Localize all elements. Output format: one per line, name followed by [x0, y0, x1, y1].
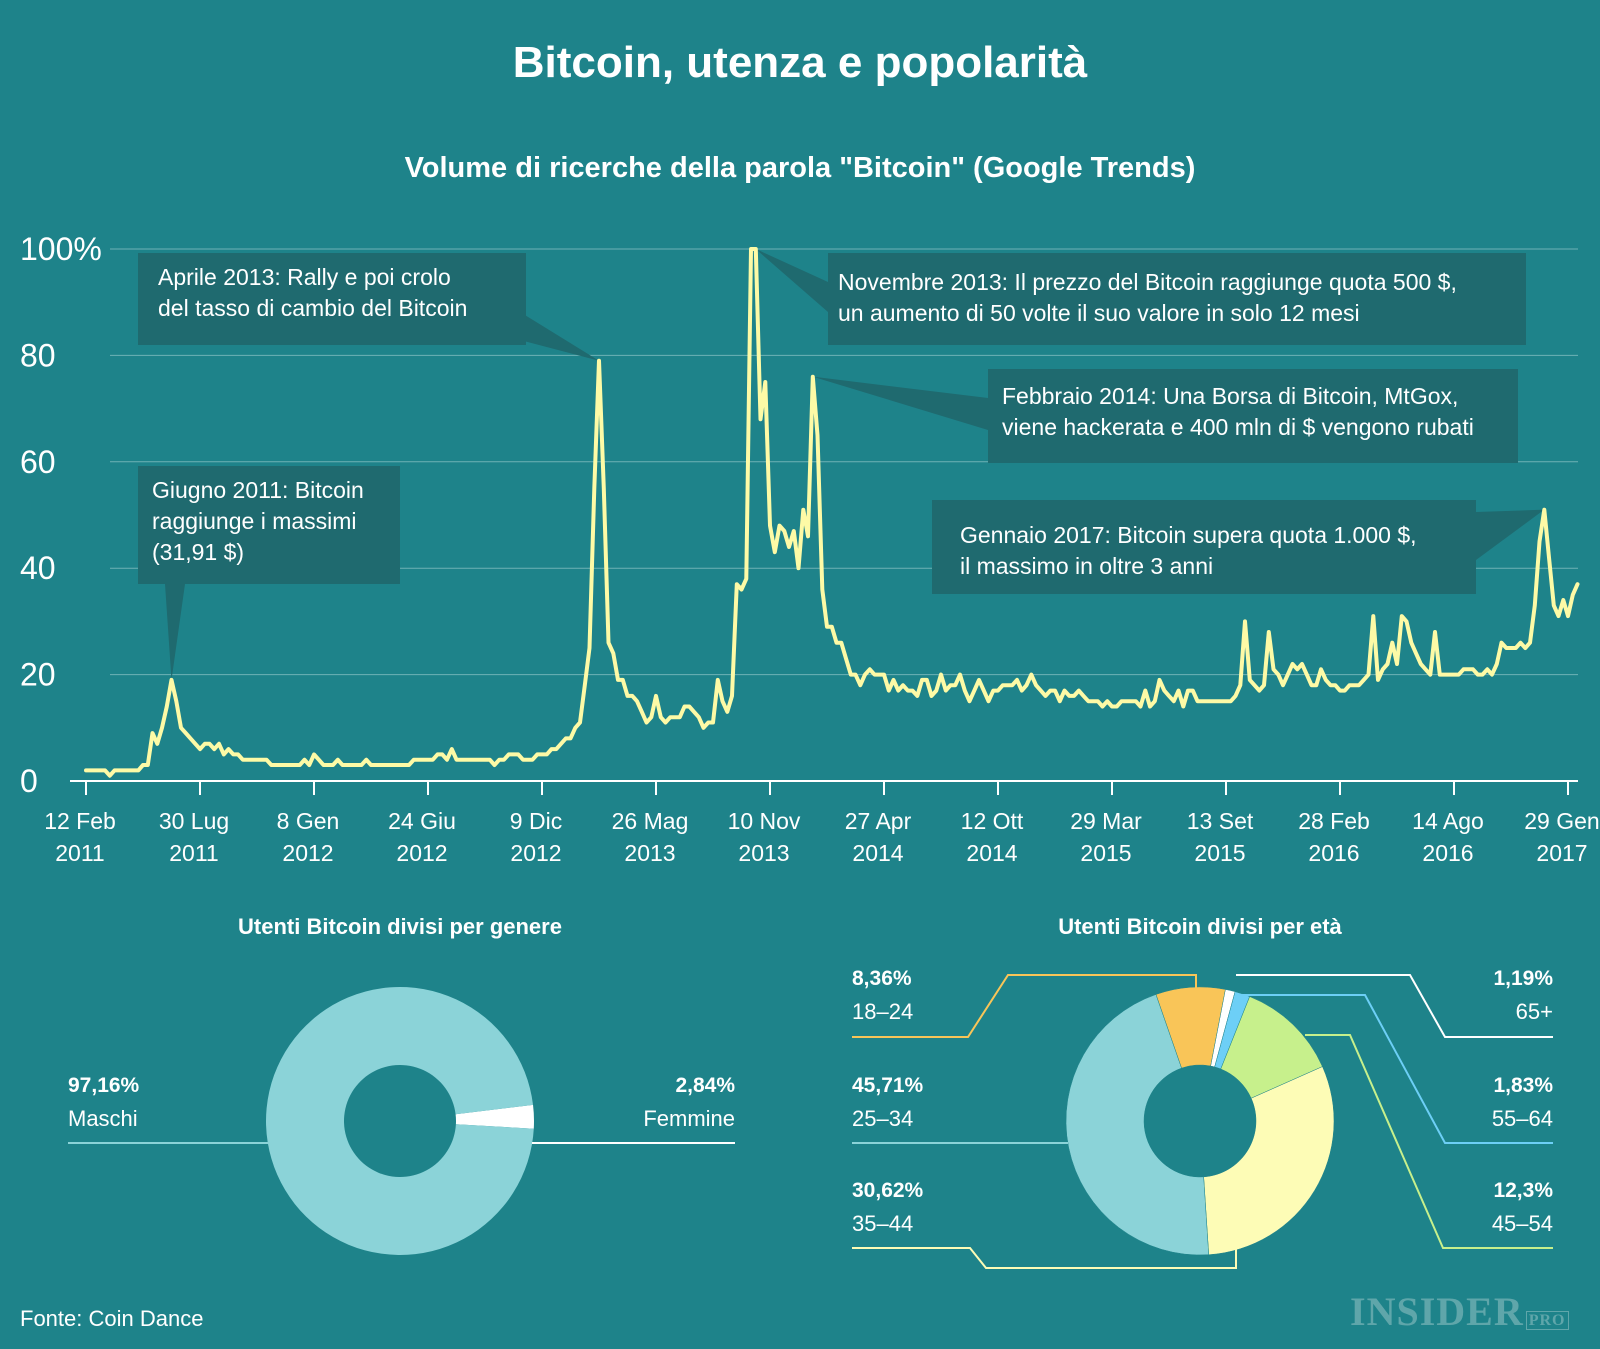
x-tick-label: 8 Gen: [277, 808, 340, 834]
insider-pro-logo: INSIDER PRO: [1350, 1288, 1569, 1335]
age-percent-label: 1,83%: [1493, 1074, 1553, 1097]
age-leader-line: [1242, 994, 1553, 1144]
annotation-text: un aumento di 50 volte il suo valore in …: [838, 300, 1360, 326]
annotation: Aprile 2013: Rally e poi crolo del tasso …: [138, 253, 599, 361]
annotation-box: [138, 466, 400, 584]
x-tick-label: 2016: [1422, 840, 1473, 866]
annotation-pointer: [755, 249, 828, 312]
y-tick-label: 60: [20, 444, 56, 480]
age-slice: [1203, 1066, 1335, 1255]
female-slice: [455, 1104, 534, 1129]
gender-donut-chart: Utenti Bitcoin divisi per genere 97,16% M…: [68, 914, 735, 1255]
gender-category-label: Femmine: [643, 1106, 735, 1131]
age-percent-label: 30,62%: [852, 1179, 924, 1202]
x-tick-label: 28 Feb: [1298, 808, 1370, 834]
x-tick-label: 2017: [1536, 840, 1587, 866]
gender-category-label: Maschi: [68, 1106, 138, 1131]
age-slice: [1065, 994, 1209, 1256]
annotation-text: il massimo in oltre 3 anni: [960, 553, 1213, 579]
x-tick-label: 2011: [55, 840, 104, 866]
x-tick-label: 12 Feb: [44, 808, 116, 834]
age-leader-line: [1236, 974, 1553, 1038]
annotation-pointer: [1476, 509, 1545, 560]
annotation-text: Febbraio 2014: Una Borsa di Bitcoin, MtG…: [1002, 383, 1458, 409]
annotation-pointer: [165, 584, 185, 680]
age-donut-chart: Utenti Bitcoin divisi per età 8,36% 18–24…: [852, 914, 1553, 1269]
y-tick-label: 20: [20, 657, 56, 693]
x-tick-label: 24 Giu: [388, 808, 456, 834]
annotation: Febbraio 2014: Una Borsa di Bitcoin, MtG…: [812, 369, 1518, 463]
annotation-text: Aprile 2013: Rally e poi crolo: [158, 264, 451, 290]
age-percent-label: 8,36%: [852, 967, 912, 990]
gender-percent-label: 97,16%: [68, 1074, 140, 1097]
age-category-label: 55–64: [1492, 1106, 1553, 1131]
x-tick-label: 27 Apr: [845, 808, 912, 834]
x-tick-label: 2015: [1194, 840, 1245, 866]
page-title: Bitcoin, utenza e popolarità: [512, 38, 1088, 87]
gender-percent-label: 2,84%: [675, 1074, 735, 1097]
x-tick-label: 2013: [624, 840, 675, 866]
y-tick-label: 40: [20, 550, 56, 586]
annotation-text: raggiunge i massimi: [152, 508, 357, 534]
x-tick-label: 2014: [966, 840, 1017, 866]
x-tick-label: 2012: [510, 840, 561, 866]
gender-chart-title: Utenti Bitcoin divisi per genere: [238, 914, 562, 939]
age-category-label: 18–24: [852, 999, 913, 1024]
x-tick-label: 29 Mar: [1070, 808, 1142, 834]
annotation: Giugno 2011: Bitcoin raggiunge i massimi (…: [138, 466, 400, 680]
x-tick-label: 2016: [1308, 840, 1359, 866]
y-tick-label: 100%: [20, 231, 102, 267]
x-tick-label: 2012: [396, 840, 447, 866]
age-percent-label: 1,19%: [1493, 967, 1553, 990]
x-tick-label: 2011: [169, 840, 218, 866]
annotation: Novembre 2013: Il prezzo del Bitcoin rag…: [755, 249, 1526, 345]
x-tick-label: 10 Nov: [728, 808, 801, 834]
annotation-box: [988, 369, 1518, 463]
age-category-label: 35–44: [852, 1211, 913, 1236]
annotation-text: Novembre 2013: Il prezzo del Bitcoin rag…: [838, 269, 1457, 295]
y-tick-label: 0: [20, 763, 38, 799]
annotation-box: [932, 500, 1476, 594]
line-chart-title: Volume di ricerche della parola "Bitcoin…: [404, 152, 1196, 184]
annotation-text: del tasso di cambio del Bitcoin: [158, 295, 467, 321]
age-leader-line: [1305, 1034, 1553, 1249]
annotation-text: Gennaio 2017: Bitcoin supera quota 1.000…: [960, 522, 1417, 548]
x-tick-label: 9 Dic: [510, 808, 562, 834]
x-tick-label: 29 Gen: [1524, 808, 1599, 834]
annotation-pointer: [520, 312, 599, 361]
age-category-label: 25–34: [852, 1106, 913, 1131]
x-tick-label: 26 Mag: [612, 808, 689, 834]
age-category-label: 45–54: [1492, 1211, 1553, 1236]
age-leader-line: [852, 1246, 1237, 1269]
annotation: Gennaio 2017: Bitcoin supera quota 1.000…: [932, 500, 1545, 594]
source-note: Fonte: Coin Dance: [20, 1306, 204, 1331]
x-tick-label: 14 Ago: [1412, 808, 1484, 834]
age-percent-label: 45,71%: [852, 1074, 924, 1097]
x-tick-label: 30 Lug: [159, 808, 229, 834]
x-tick-label: 2014: [852, 840, 903, 866]
age-leader-line: [852, 974, 1197, 1038]
annotation-box: [138, 253, 526, 345]
age-percent-label: 12,3%: [1493, 1179, 1553, 1202]
annotation-text: Giugno 2011: Bitcoin: [152, 477, 364, 503]
x-tick-label: 2015: [1080, 840, 1131, 866]
annotation-box: [828, 253, 1526, 345]
annotation-pointer: [812, 376, 988, 430]
search-volume-line: [84, 247, 1580, 778]
x-tick-label: 13 Set: [1187, 808, 1254, 834]
x-tick-label: 12 Ott: [961, 808, 1024, 834]
age-category-label: 65+: [1516, 999, 1553, 1024]
annotation-text: (31,91 $): [152, 539, 244, 565]
x-tick-label: 2013: [738, 840, 789, 866]
male-slice: [266, 986, 534, 1255]
y-tick-label: 80: [20, 337, 56, 373]
age-chart-title: Utenti Bitcoin divisi per età: [1058, 914, 1342, 939]
annotation-text: viene hackerata e 400 mln di $ vengono r…: [1002, 414, 1474, 440]
line-chart: 0 20 40 60 80 100% 12 Feb 2011 30 Lug 2011 8 Gen 20…: [20, 231, 1600, 866]
age-slice: [1155, 986, 1226, 1069]
x-tick-label: 2012: [282, 840, 333, 866]
